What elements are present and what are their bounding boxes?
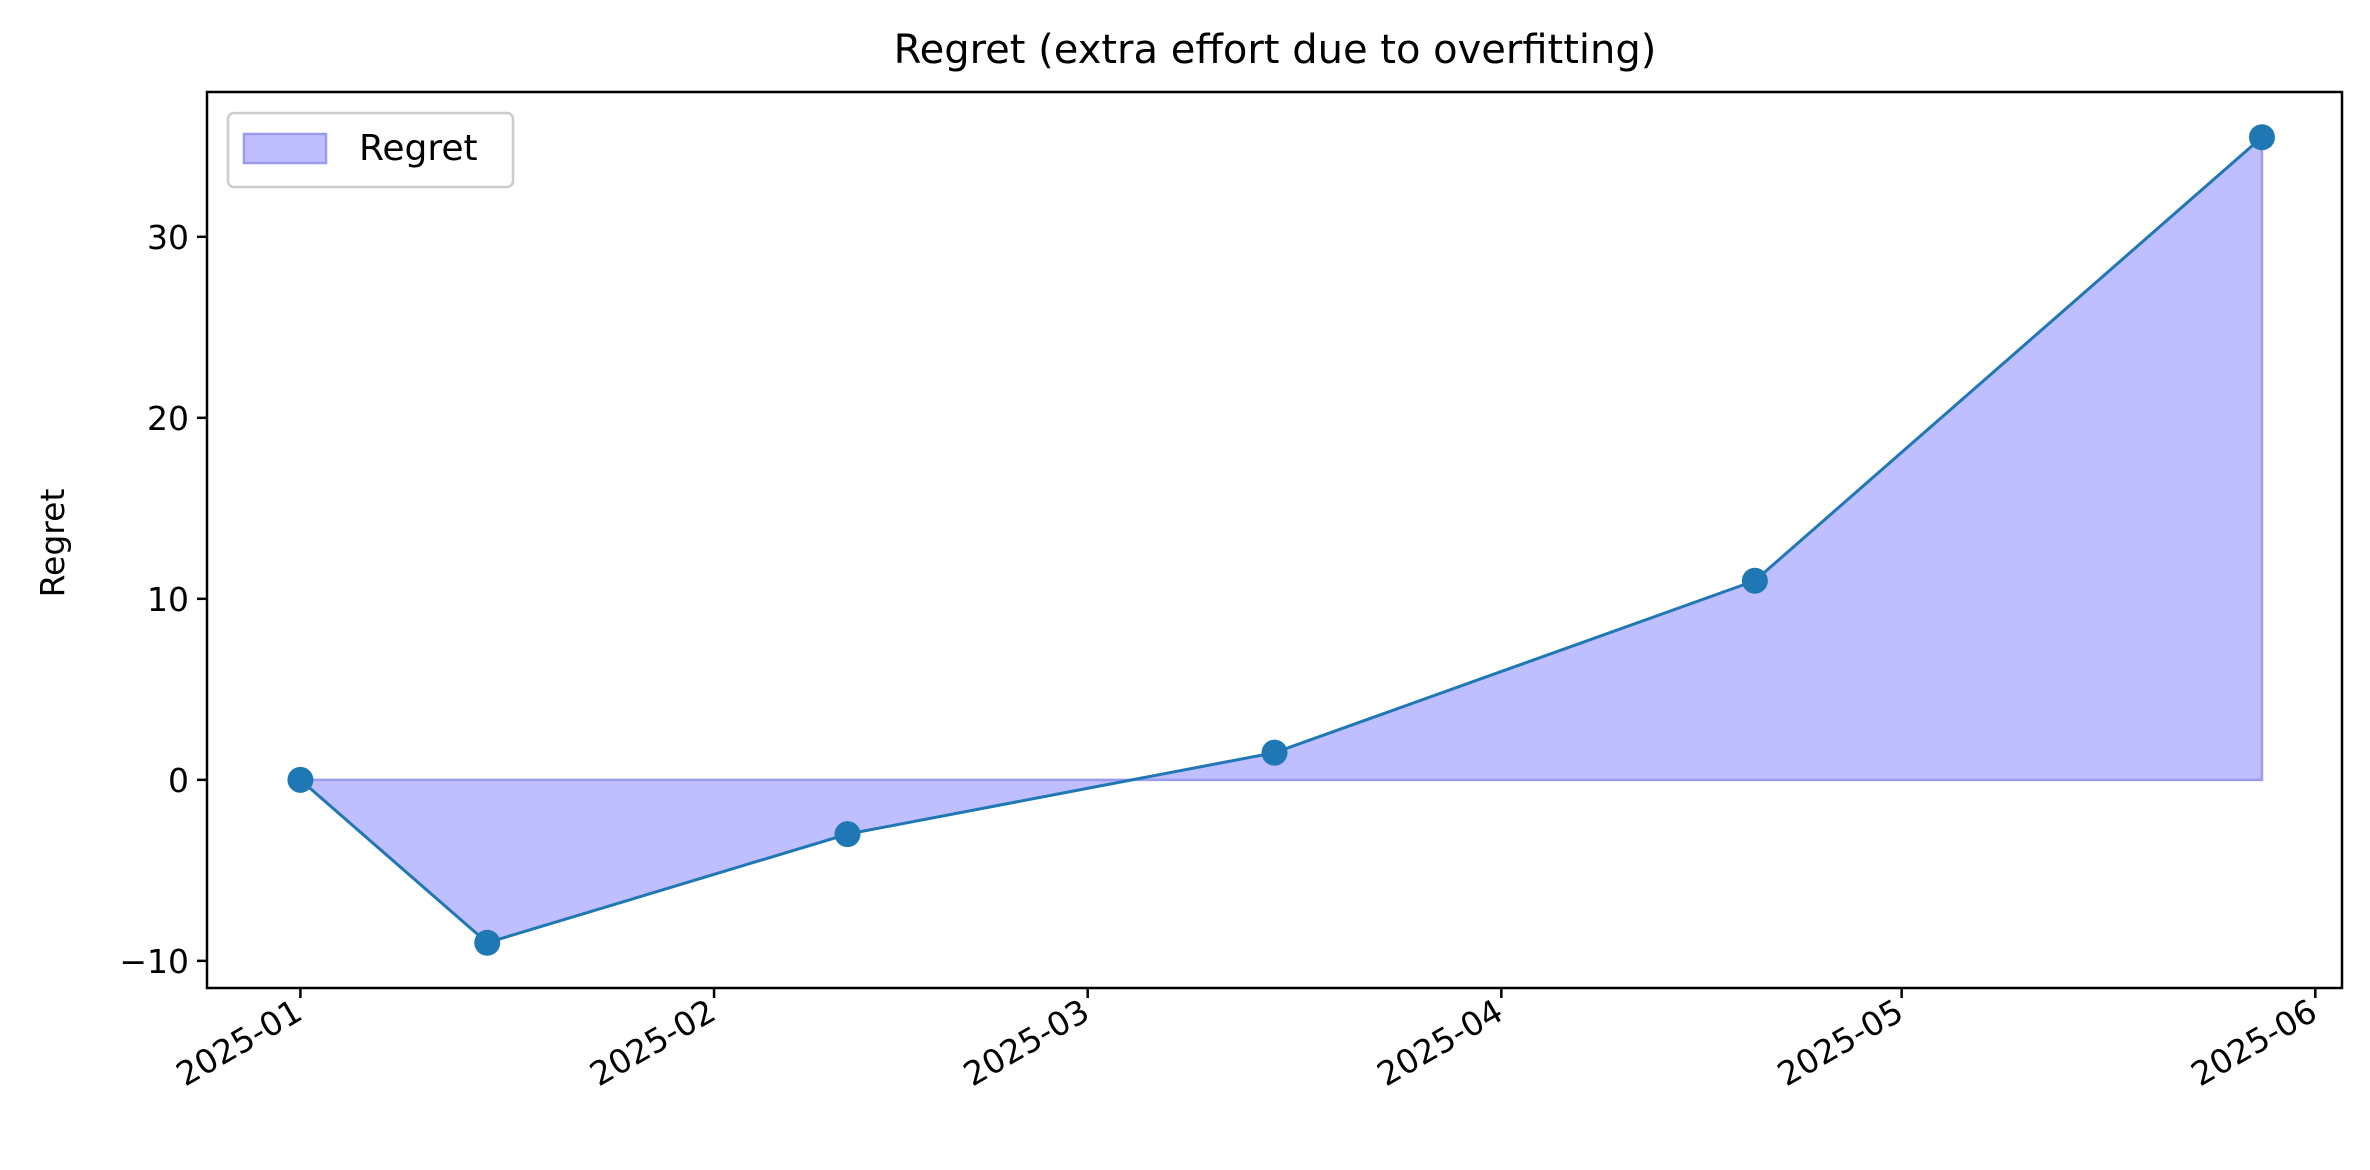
regret-point-2025-02-11 (834, 821, 861, 848)
regret-point-2025-01-01 (287, 766, 314, 793)
regret-area (297, 134, 2264, 945)
x-tick-label: 2025-03 (957, 991, 1096, 1094)
chart-title: Regret (extra effort due to overfitting) (894, 27, 1657, 73)
y-tick-label: 20 (147, 399, 189, 438)
x-tick-label: 2025-06 (2184, 991, 2323, 1094)
y-tick-label: 10 (147, 580, 189, 619)
y-tick-label: −10 (119, 942, 189, 981)
y-tick-label: 0 (168, 761, 189, 800)
regret-line (299, 136, 2263, 945)
legend-box (226, 111, 515, 189)
x-tick-label: 2025-04 (1370, 991, 1509, 1094)
regret-point-2025-05-28 (2248, 124, 2275, 151)
y-tick-label: 30 (147, 218, 189, 257)
regret-point-2025-03-15 (1261, 739, 1288, 766)
legend: Regret (226, 111, 515, 189)
plot-area (287, 124, 2275, 956)
x-tick-label: 2025-05 (1771, 991, 1910, 1094)
y-axis-label: Regret (33, 489, 72, 598)
plot-frame (205, 90, 2344, 990)
legend-label-regret: Regret (359, 128, 478, 169)
x-tick-label: 2025-02 (583, 991, 722, 1094)
x-tick-label: 2025-01 (169, 991, 308, 1094)
regret-point-2025-04-20 (1741, 567, 1768, 594)
legend-swatch-regret (242, 132, 328, 165)
regret-point-2025-01-15 (474, 929, 501, 956)
